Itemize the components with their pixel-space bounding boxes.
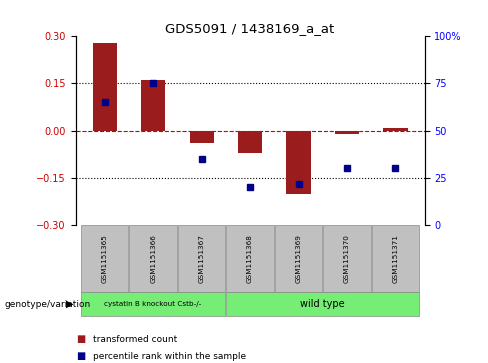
Bar [129, 225, 177, 292]
Text: GSM1151369: GSM1151369 [296, 234, 302, 283]
Text: GSM1151371: GSM1151371 [392, 234, 399, 283]
Text: GSM1151370: GSM1151370 [344, 234, 350, 283]
Text: cystatin B knockout Cstb-/-: cystatin B knockout Cstb-/- [104, 301, 202, 307]
Bar [335, 131, 359, 134]
Text: transformed count: transformed count [93, 335, 177, 344]
Bar [226, 225, 274, 292]
Bar [141, 80, 165, 131]
Bar [286, 131, 311, 193]
Text: GSM1151367: GSM1151367 [199, 234, 204, 283]
Text: ▶: ▶ [66, 299, 73, 309]
Text: ■: ■ [76, 334, 85, 344]
Text: genotype/variation: genotype/variation [5, 299, 91, 309]
Bar [189, 131, 214, 143]
Bar [384, 127, 407, 131]
Title: GDS5091 / 1438169_a_at: GDS5091 / 1438169_a_at [165, 22, 335, 35]
Text: wild type: wild type [301, 299, 345, 309]
Bar [226, 292, 419, 316]
Text: GSM1151365: GSM1151365 [102, 234, 108, 283]
Bar [93, 42, 117, 131]
Bar [81, 225, 128, 292]
Bar [323, 225, 371, 292]
Bar [178, 225, 225, 292]
Bar [238, 131, 262, 153]
Text: ■: ■ [76, 351, 85, 362]
Bar [81, 292, 225, 316]
Text: GSM1151366: GSM1151366 [150, 234, 156, 283]
Bar [372, 225, 419, 292]
Bar [275, 225, 322, 292]
Text: percentile rank within the sample: percentile rank within the sample [93, 352, 246, 361]
Text: GSM1151368: GSM1151368 [247, 234, 253, 283]
